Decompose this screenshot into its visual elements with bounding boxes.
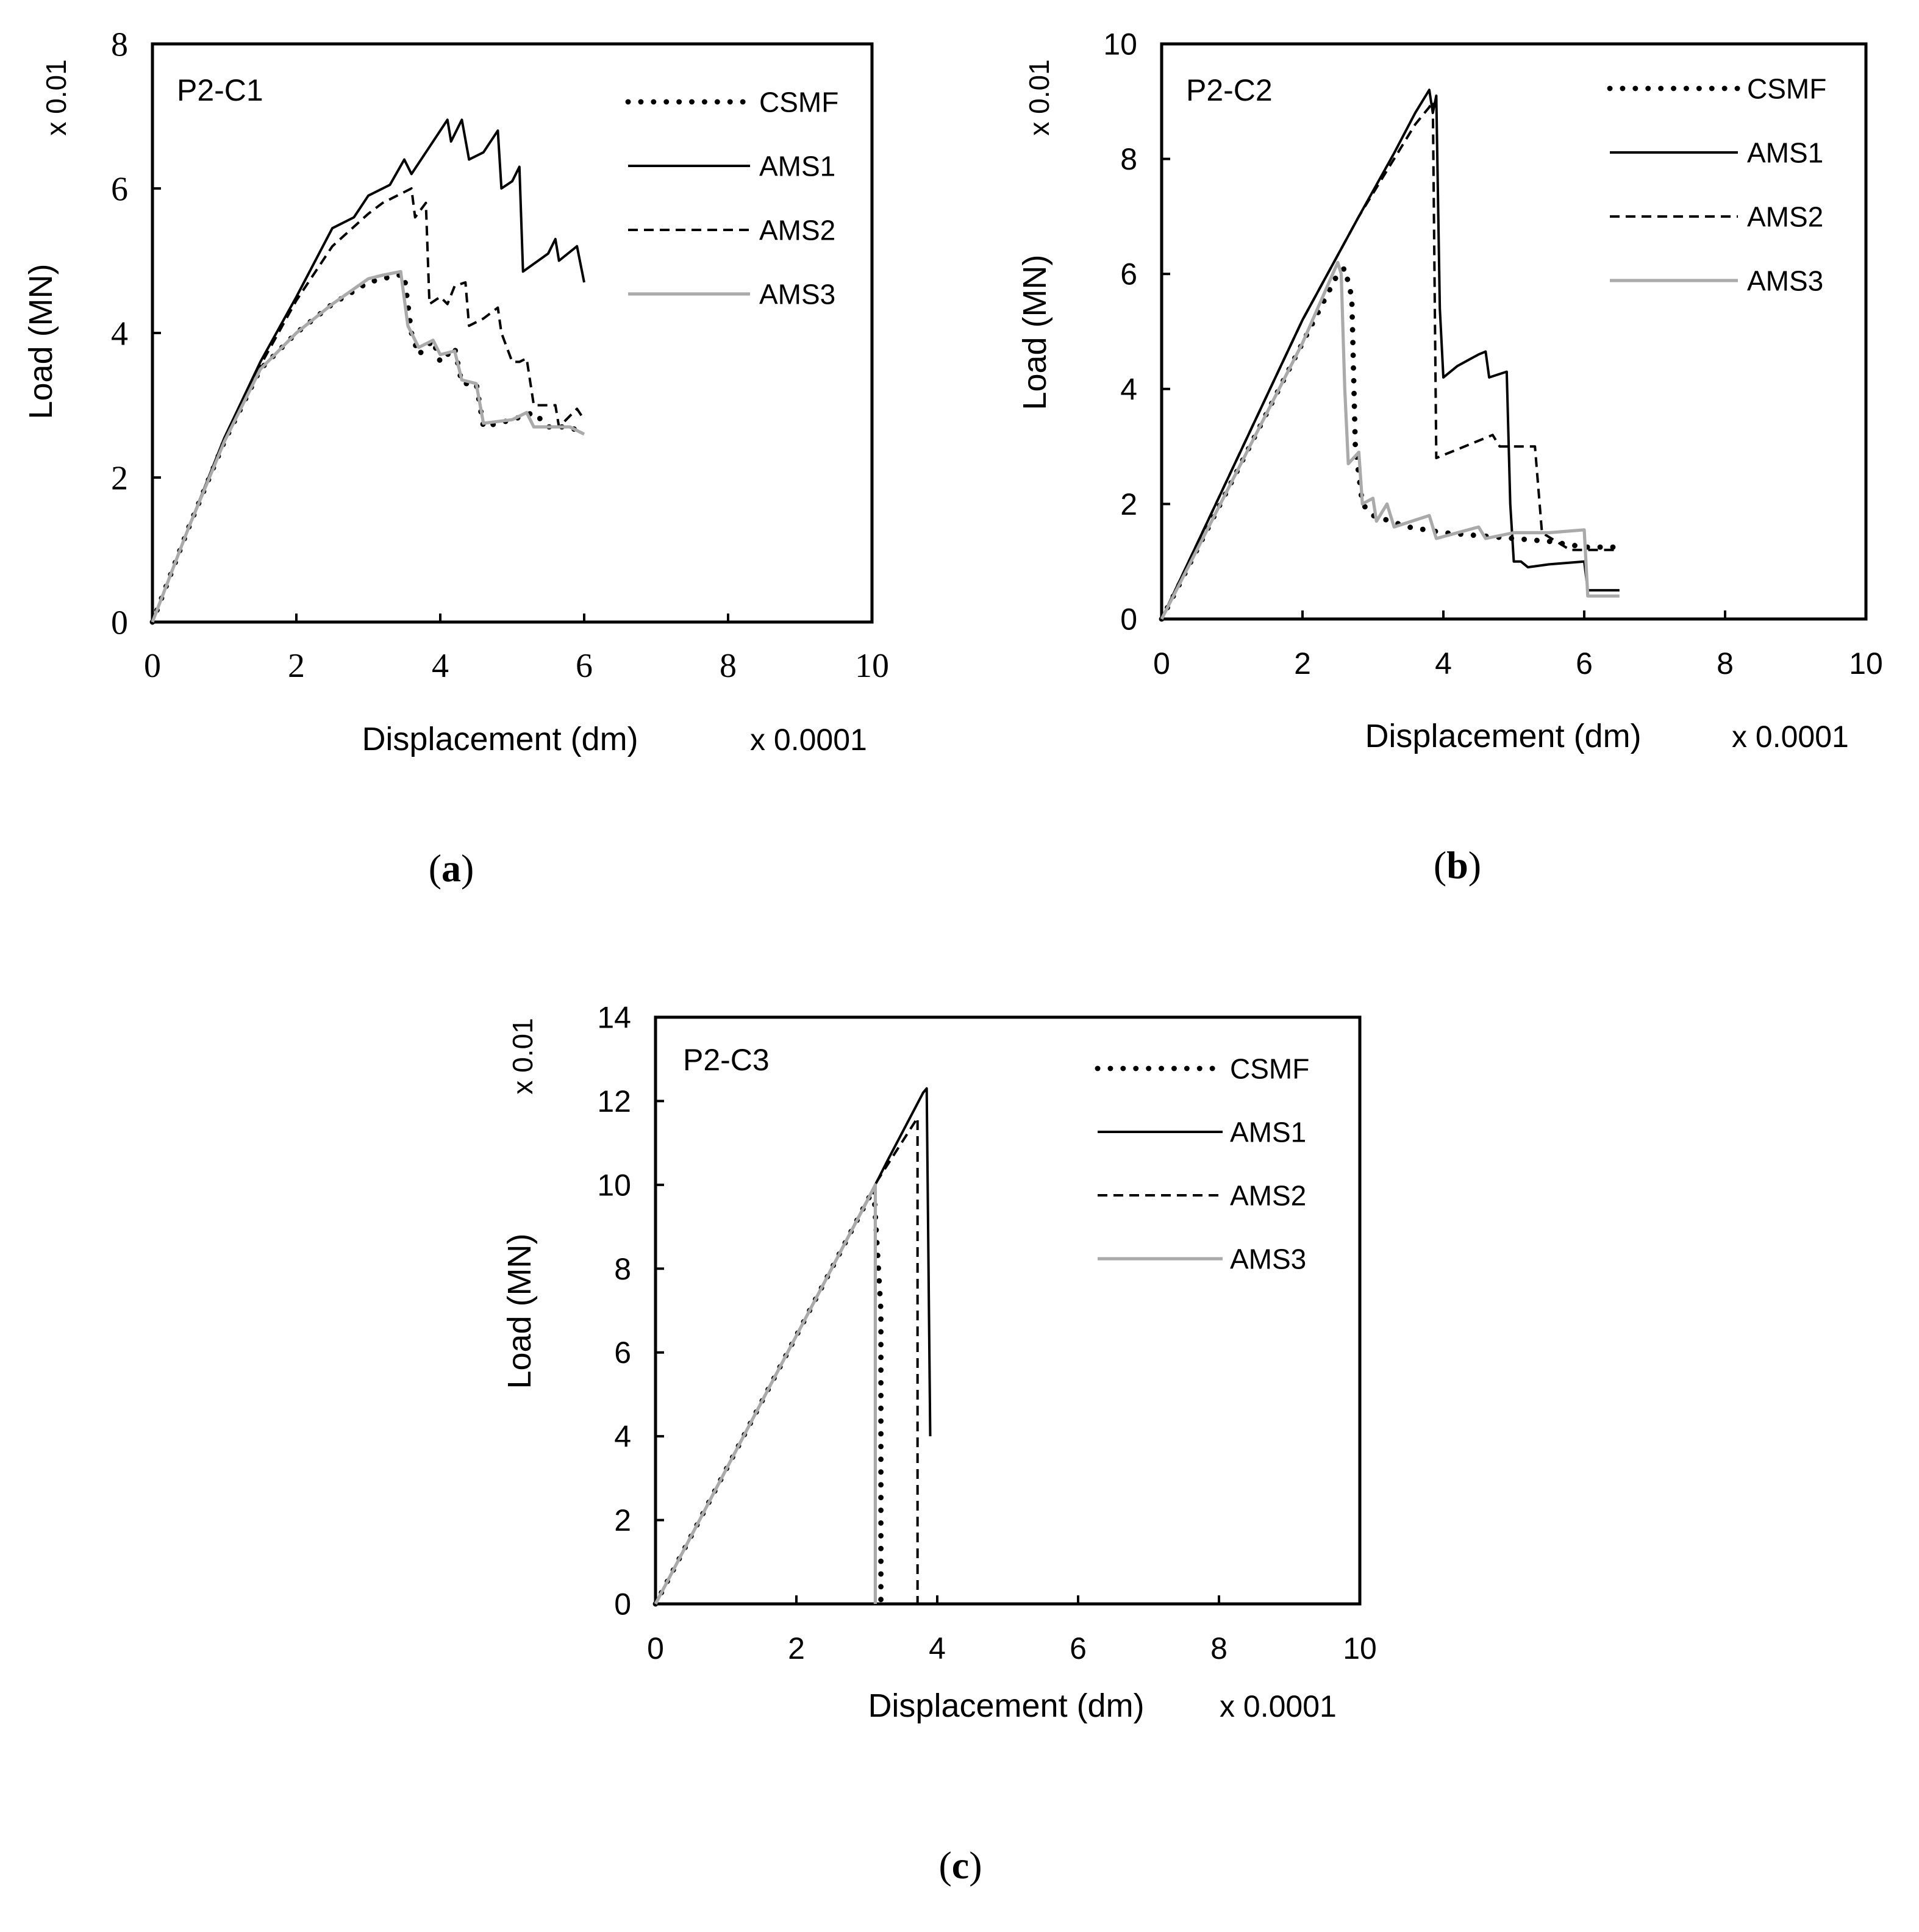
plot-frame bbox=[654, 1015, 1362, 1606]
x-axis-label: Displacement (dm) bbox=[1365, 718, 1641, 754]
y-axis-multiplier: x 0.01 bbox=[40, 59, 72, 135]
legend-label: CSMF bbox=[1747, 73, 1826, 105]
y-axis-label: Load (MN) bbox=[23, 263, 59, 419]
legend: CSMF AMS1 AMS2 AMS3 bbox=[1607, 73, 1826, 297]
plot-area: 0 2 4 6 8 10 0 2 4 6 8 10 12 14 bbox=[597, 1001, 1376, 1666]
series-line-ams2 bbox=[151, 187, 585, 623]
plot-frame bbox=[1160, 42, 1868, 621]
y-tick-label: 0 bbox=[614, 1587, 631, 1622]
x-tick-label: 2 bbox=[788, 1631, 805, 1665]
x-tick-label: 0 bbox=[144, 647, 161, 685]
x-tick-label: 8 bbox=[1210, 1631, 1228, 1665]
x-tick-label: 8 bbox=[1717, 646, 1734, 681]
legend-label: AMS1 bbox=[1747, 137, 1823, 169]
legend-label: AMS1 bbox=[759, 151, 835, 182]
legend-label: AMS3 bbox=[1747, 265, 1823, 297]
x-axis-label: Displacement (dm) bbox=[362, 721, 638, 757]
panel-caption-letter: c bbox=[952, 1844, 969, 1887]
chart-title: P2-C3 bbox=[683, 1043, 770, 1077]
legend-label: AMS2 bbox=[1230, 1180, 1306, 1212]
y-tick-label: 8 bbox=[1120, 142, 1137, 176]
y-tick-label: 8 bbox=[614, 1252, 631, 1286]
legend: CSMF AMS1 AMS2 AMS3 bbox=[625, 87, 838, 310]
x-axis-multiplier: x 0.0001 bbox=[1220, 1689, 1337, 1723]
x-tick-label: 10 bbox=[1343, 1631, 1377, 1665]
y-tick-label: 10 bbox=[597, 1168, 631, 1202]
legend-label: CSMF bbox=[759, 87, 838, 118]
x-tick-label: 8 bbox=[720, 647, 737, 685]
y-tick-label: 6 bbox=[1120, 257, 1137, 292]
series-line-ams1 bbox=[151, 118, 585, 623]
plot-area: 0 2 4 6 8 10 0 2 4 6 8 bbox=[111, 26, 889, 685]
y-tick-label: 8 bbox=[111, 26, 128, 64]
x-axis-multiplier: x 0.0001 bbox=[750, 723, 867, 757]
legend-label: AMS2 bbox=[759, 215, 835, 246]
y-tick-label: 4 bbox=[614, 1420, 631, 1454]
y-axis-label: Load (MN) bbox=[1017, 254, 1053, 410]
chart-panel-b: P2-C2 Displacement (dm) x 0.0001 Load (M… bbox=[1017, 27, 1883, 887]
panel-caption-letter: a bbox=[441, 846, 461, 890]
legend-label: AMS2 bbox=[1747, 201, 1823, 233]
y-tick-label: 0 bbox=[1120, 603, 1137, 637]
panel-caption-letter: b bbox=[1446, 843, 1468, 887]
y-tick-label: 12 bbox=[597, 1084, 631, 1118]
y-tick-label: 2 bbox=[111, 460, 128, 498]
x-axis-label: Displacement (dm) bbox=[868, 1687, 1144, 1724]
x-tick-label: 0 bbox=[647, 1631, 664, 1665]
y-tick-label: 4 bbox=[111, 315, 128, 353]
x-tick-label: 2 bbox=[288, 647, 305, 685]
chart-panel-c: P2-C3 Displacement (dm) x 0.0001 Load (M… bbox=[501, 1001, 1377, 1887]
y-tick-label: 0 bbox=[111, 604, 128, 642]
x-tick-label: 10 bbox=[855, 647, 889, 685]
y-tick-label: 14 bbox=[597, 1001, 631, 1035]
y-tick-label: 6 bbox=[111, 171, 128, 209]
x-tick-label: 6 bbox=[1070, 1631, 1087, 1665]
y-tick-label: 6 bbox=[614, 1336, 631, 1370]
x-axis-multiplier: x 0.0001 bbox=[1732, 720, 1849, 754]
x-tick-label: 2 bbox=[1294, 646, 1311, 681]
series-line-ams2 bbox=[1160, 100, 1620, 620]
y-axis-label: Load (MN) bbox=[501, 1233, 538, 1389]
y-axis-multiplier: x 0.01 bbox=[507, 1018, 538, 1094]
x-tick-label: 0 bbox=[1153, 646, 1170, 681]
series-line-ams3 bbox=[654, 1183, 877, 1605]
x-tick-label: 6 bbox=[1576, 646, 1593, 681]
y-tick-label: 2 bbox=[1120, 487, 1137, 521]
series-line-ams1 bbox=[1160, 88, 1620, 620]
x-tick-label: 4 bbox=[1435, 646, 1452, 681]
legend-label: CSMF bbox=[1230, 1053, 1309, 1085]
y-tick-label: 4 bbox=[1120, 372, 1137, 406]
series-line-ams3 bbox=[1160, 260, 1620, 620]
x-tick-label: 4 bbox=[929, 1631, 946, 1665]
x-tick-label: 10 bbox=[1849, 646, 1883, 681]
y-tick-label: 2 bbox=[614, 1503, 631, 1537]
y-tick-label: 10 bbox=[1103, 27, 1137, 62]
chart-title: P2-C1 bbox=[177, 73, 263, 107]
chart-title: P2-C2 bbox=[1186, 73, 1273, 107]
chart-panel-a: P2-C1 Displacement (dm) x 0.0001 Load (M… bbox=[23, 26, 889, 890]
panel-caption: (b) bbox=[1434, 843, 1481, 887]
panel-caption: (c) bbox=[938, 1844, 982, 1887]
legend-label: AMS3 bbox=[1230, 1243, 1306, 1275]
legend-label: AMS1 bbox=[1230, 1117, 1306, 1148]
plot-area: 0 2 4 6 8 10 0 2 4 6 8 10 bbox=[1103, 27, 1882, 681]
x-tick-label: 4 bbox=[432, 647, 449, 685]
legend-label: AMS3 bbox=[759, 279, 835, 310]
x-tick-label: 6 bbox=[576, 647, 593, 685]
series-line-ams3 bbox=[151, 270, 585, 623]
legend: CSMF AMS1 AMS2 AMS3 bbox=[1095, 1053, 1309, 1275]
y-axis-multiplier: x 0.01 bbox=[1023, 59, 1055, 135]
panel-caption: (a) bbox=[429, 846, 474, 890]
